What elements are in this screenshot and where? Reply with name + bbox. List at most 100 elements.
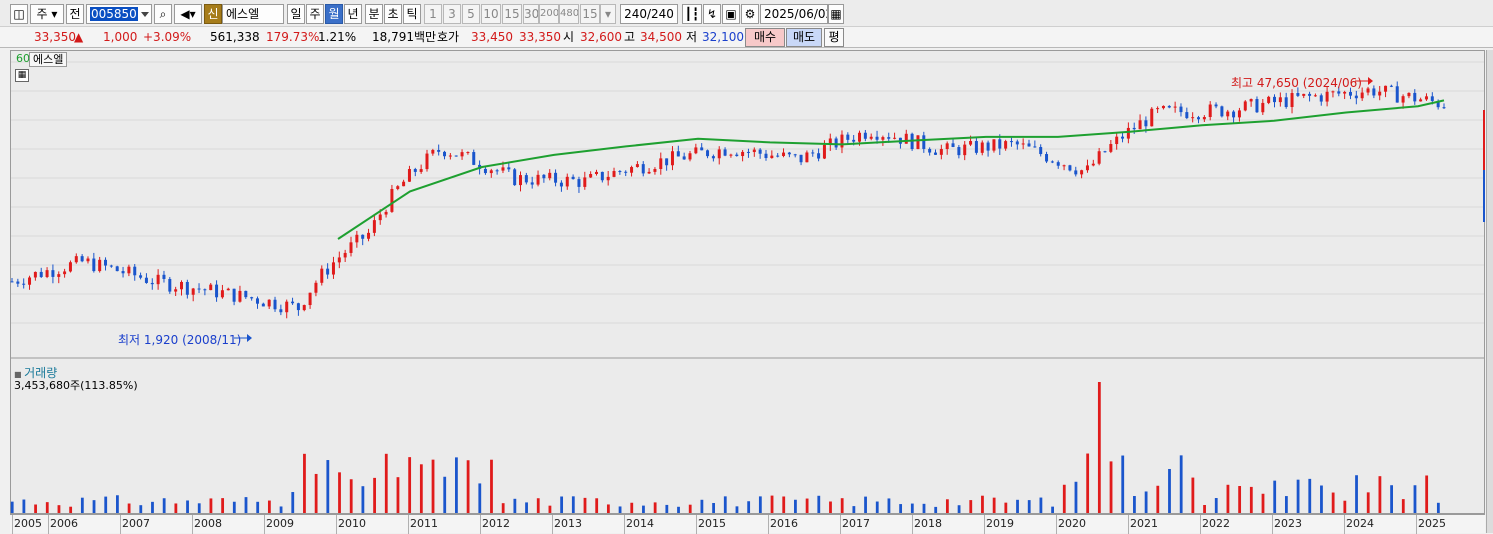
- period-second[interactable]: 초: [384, 4, 402, 24]
- candle-body: [1109, 144, 1113, 152]
- volume-bar: [969, 500, 973, 513]
- candle-body: [51, 270, 55, 277]
- candle-body: [1237, 110, 1241, 118]
- x-tick: [1056, 515, 1057, 534]
- prev-button[interactable]: 전: [66, 4, 84, 24]
- candle-body: [302, 305, 306, 311]
- volume-bar: [1051, 506, 1054, 513]
- volume-bar: [10, 501, 14, 513]
- candle-body: [22, 283, 26, 285]
- interval-select[interactable]: 15: [580, 4, 600, 24]
- candle-body: [1232, 111, 1236, 118]
- buy-button[interactable]: 매수: [745, 28, 785, 47]
- volume-bar: [525, 502, 528, 513]
- table-icon[interactable]: ▦: [15, 69, 29, 82]
- volume-bar: [443, 476, 447, 513]
- stock-name-field[interactable]: 에스엘: [222, 4, 284, 24]
- candle-body: [817, 153, 821, 159]
- candle-body: [881, 137, 885, 140]
- period-year[interactable]: 년: [344, 4, 362, 24]
- volume-bar: [770, 495, 774, 513]
- candle-body: [992, 139, 996, 151]
- volume-bar: [560, 496, 564, 513]
- trade-value: 18,791백만: [372, 30, 437, 44]
- candle-body: [279, 309, 283, 313]
- candle-body: [86, 258, 90, 262]
- low-label: 저: [686, 30, 698, 44]
- window-icon[interactable]: ◫: [10, 4, 28, 24]
- candle-body: [378, 214, 382, 221]
- interval-480[interactable]: 480: [559, 4, 579, 24]
- candle-body: [139, 275, 143, 278]
- candle-body: [700, 147, 704, 151]
- candle-body: [594, 171, 598, 175]
- candle-body: [1045, 154, 1049, 162]
- save-icon[interactable]: ▣: [722, 4, 740, 24]
- stock-code-input[interactable]: 005850: [86, 4, 152, 24]
- candle-body: [203, 289, 207, 291]
- sell-button[interactable]: 매도: [786, 28, 822, 47]
- avg-button[interactable]: 평: [824, 28, 844, 47]
- volume-bar: [747, 501, 751, 513]
- chart-area[interactable]: [10, 50, 1485, 514]
- candle-body: [764, 153, 768, 159]
- candle-body: [980, 142, 984, 153]
- x-tick: [696, 515, 697, 534]
- interval-1[interactable]: 1: [424, 4, 442, 24]
- candle-body: [1272, 96, 1276, 103]
- candle-body: [1389, 85, 1393, 87]
- period-day[interactable]: 일: [287, 4, 305, 24]
- candle-body: [998, 139, 1002, 149]
- interval-200[interactable]: 200: [539, 4, 559, 24]
- indicator-icon[interactable]: ↯: [703, 4, 721, 24]
- speaker-icon[interactable]: ◀▾: [174, 4, 202, 24]
- search-icon[interactable]: ⌕: [154, 4, 172, 24]
- interval-dropdown[interactable]: ▾: [600, 4, 616, 24]
- candle-body: [80, 256, 84, 262]
- ma-line: [337, 99, 1445, 240]
- chart-type-select[interactable]: 주 ▾: [30, 4, 64, 24]
- period-month[interactable]: 월: [325, 4, 343, 24]
- volume-bar: [817, 495, 821, 513]
- date-input[interactable]: 2025/06/02: [760, 4, 828, 24]
- candle-body: [641, 164, 645, 174]
- volume-bar: [256, 501, 260, 513]
- price-change: 1,000: [103, 30, 138, 44]
- candle-body: [1027, 143, 1031, 147]
- candle-body: [554, 172, 558, 183]
- period-tick[interactable]: 틱: [403, 4, 421, 24]
- candle-body: [384, 211, 388, 215]
- gear-icon[interactable]: ⚙: [741, 4, 759, 24]
- count-input[interactable]: 240/240: [620, 4, 678, 24]
- candle-body: [1424, 96, 1428, 100]
- candle-body: [267, 299, 271, 307]
- interval-10[interactable]: 10: [481, 4, 501, 24]
- price-panel-title: 에스엘: [29, 52, 68, 67]
- volume-bar: [700, 499, 704, 513]
- candle-body: [805, 152, 809, 163]
- candle-body: [1085, 165, 1089, 171]
- up-arrow-icon: ▲: [74, 30, 84, 44]
- candle-body: [326, 268, 330, 275]
- volume-bar: [69, 506, 73, 513]
- candle-body: [92, 258, 96, 272]
- candle-body: [717, 149, 721, 159]
- interval-15[interactable]: 15: [502, 4, 522, 24]
- interval-30[interactable]: 30: [523, 4, 539, 24]
- candle-body: [355, 234, 359, 243]
- right-scrollbar[interactable]: [1486, 50, 1493, 533]
- period-week[interactable]: 주: [306, 4, 324, 24]
- candle-body: [758, 149, 762, 154]
- candle-body: [1161, 105, 1165, 109]
- interval-3[interactable]: 3: [443, 4, 461, 24]
- volume-bar: [1296, 479, 1300, 513]
- x-tick-label: 2006: [50, 517, 78, 530]
- volume-bar: [1062, 484, 1066, 513]
- period-minute[interactable]: 분: [365, 4, 383, 24]
- candle-body: [1313, 95, 1317, 97]
- candle-type-icon[interactable]: ┃┇: [682, 4, 702, 24]
- volume-bar: [34, 504, 37, 513]
- candle-body: [612, 171, 616, 177]
- calendar-icon[interactable]: ▦: [828, 4, 844, 24]
- interval-5[interactable]: 5: [462, 4, 480, 24]
